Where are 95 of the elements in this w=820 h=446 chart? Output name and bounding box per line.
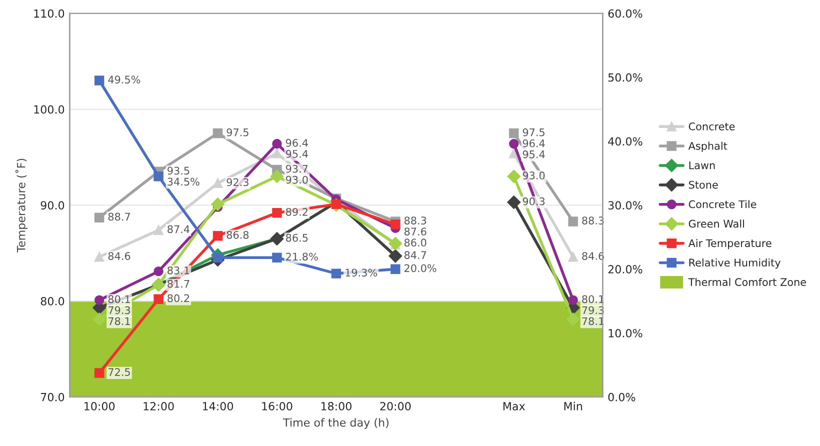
point xyxy=(568,252,578,262)
point xyxy=(566,312,580,326)
data-label: 97.5 xyxy=(522,128,544,136)
y-tick-label: 100.0 xyxy=(34,105,64,114)
legend-label: Thermal Comfort Zone xyxy=(688,278,806,286)
data-label: 86.0 xyxy=(404,238,426,247)
x-tick-label: 20:00 xyxy=(380,402,411,410)
point xyxy=(331,268,342,278)
legend-label: Air Temperature xyxy=(688,239,772,250)
data-label: 96.4 xyxy=(522,139,545,148)
data-label: 34.5% xyxy=(168,178,200,186)
point xyxy=(272,138,282,149)
data-label: 20.0% xyxy=(404,264,436,272)
point xyxy=(94,368,104,378)
y2-tick-label: 60.0% xyxy=(608,9,642,18)
data-label: 93.5 xyxy=(168,166,190,175)
x-axis-title: Time of the day (h) xyxy=(282,418,388,429)
point xyxy=(212,252,223,262)
point xyxy=(272,252,282,262)
data-label: 87.6 xyxy=(404,228,426,236)
point xyxy=(212,178,223,188)
point xyxy=(154,294,164,304)
y2-tick-label: 50.0% xyxy=(608,73,642,82)
legend-label: Asphalt xyxy=(688,142,728,152)
data-label: 84.7 xyxy=(404,251,426,260)
point xyxy=(270,170,284,183)
data-label: 90.3 xyxy=(522,197,545,206)
y2-tick-label: 0.0% xyxy=(608,392,636,402)
data-label: 88.7 xyxy=(108,212,130,221)
data-label: 21.8% xyxy=(286,252,318,261)
data-label: 95.4 xyxy=(286,150,308,158)
point xyxy=(212,230,223,241)
legend-label: Lawn xyxy=(689,162,715,170)
point xyxy=(568,216,578,226)
legend-label: Relative Humidity xyxy=(689,258,781,269)
x-tick-label: 10:00 xyxy=(84,402,115,410)
point xyxy=(212,128,223,138)
point xyxy=(154,225,164,235)
legend-label: Green Wall xyxy=(688,220,744,228)
x-tick-label: Min xyxy=(564,402,582,410)
data-label: 88.3 xyxy=(404,216,426,224)
y2-tick-label: 40.0% xyxy=(608,137,642,146)
data-label: 84.6 xyxy=(108,252,130,260)
point xyxy=(272,148,282,158)
point xyxy=(154,266,164,276)
data-label: 83.1 xyxy=(168,266,190,274)
data-label: 93.0 xyxy=(522,172,545,180)
point xyxy=(154,172,164,182)
y-tick-label: 80.0 xyxy=(40,297,64,306)
data-label: 92.3 xyxy=(226,178,248,186)
legend-label: Concrete xyxy=(688,122,735,130)
y2-tick-label: 30.0% xyxy=(608,201,642,210)
data-label: 95.4 xyxy=(522,150,545,158)
data-label: 49.5% xyxy=(108,76,140,84)
x-tick-label: 16:00 xyxy=(262,402,292,410)
point xyxy=(568,295,578,305)
y-tick-label: 70.0 xyxy=(41,392,64,402)
data-label: 96.4 xyxy=(286,138,308,147)
y-axis-title: Temperature (˚F) xyxy=(15,158,28,252)
point xyxy=(272,208,282,218)
data-label: 81.7 xyxy=(168,280,190,288)
y-tick-label: 110.0 xyxy=(34,9,64,18)
y-tick-label: 90.0 xyxy=(40,201,64,210)
data-label: 19.3% xyxy=(346,268,378,277)
point xyxy=(507,170,520,183)
x-tick-label: 12:00 xyxy=(144,402,174,410)
point xyxy=(509,128,519,138)
y2-tick-label: 20.0% xyxy=(608,265,642,274)
legend-label: Concrete Tile xyxy=(688,200,756,208)
data-label: 86.5 xyxy=(286,234,308,242)
data-label: 86.8 xyxy=(226,230,249,239)
x-tick-label: 18:00 xyxy=(321,402,352,410)
point xyxy=(390,264,400,274)
point xyxy=(94,212,104,222)
data-label: 79.3 xyxy=(108,306,130,314)
point xyxy=(509,138,519,149)
data-label: 80.2 xyxy=(168,294,190,302)
legend-label: Stone xyxy=(688,180,718,189)
data-label: 93.7 xyxy=(286,164,308,173)
point xyxy=(94,76,104,86)
point xyxy=(211,198,224,211)
data-label: 97.5 xyxy=(226,128,248,136)
data-label: 80.1 xyxy=(108,295,130,304)
data-label: 78.1 xyxy=(108,317,130,326)
data-label: 72.5 xyxy=(108,368,130,376)
data-label: 93.0 xyxy=(286,176,308,184)
x-tick-label: 14:00 xyxy=(202,402,234,410)
data-label: 87.4 xyxy=(168,225,190,234)
y2-tick-label: 10.0% xyxy=(608,328,642,338)
point xyxy=(390,219,400,230)
point xyxy=(94,295,104,305)
x-tick-label: Max xyxy=(503,402,525,410)
data-label: 89.2 xyxy=(286,208,308,216)
point xyxy=(92,312,106,326)
point xyxy=(94,252,104,262)
